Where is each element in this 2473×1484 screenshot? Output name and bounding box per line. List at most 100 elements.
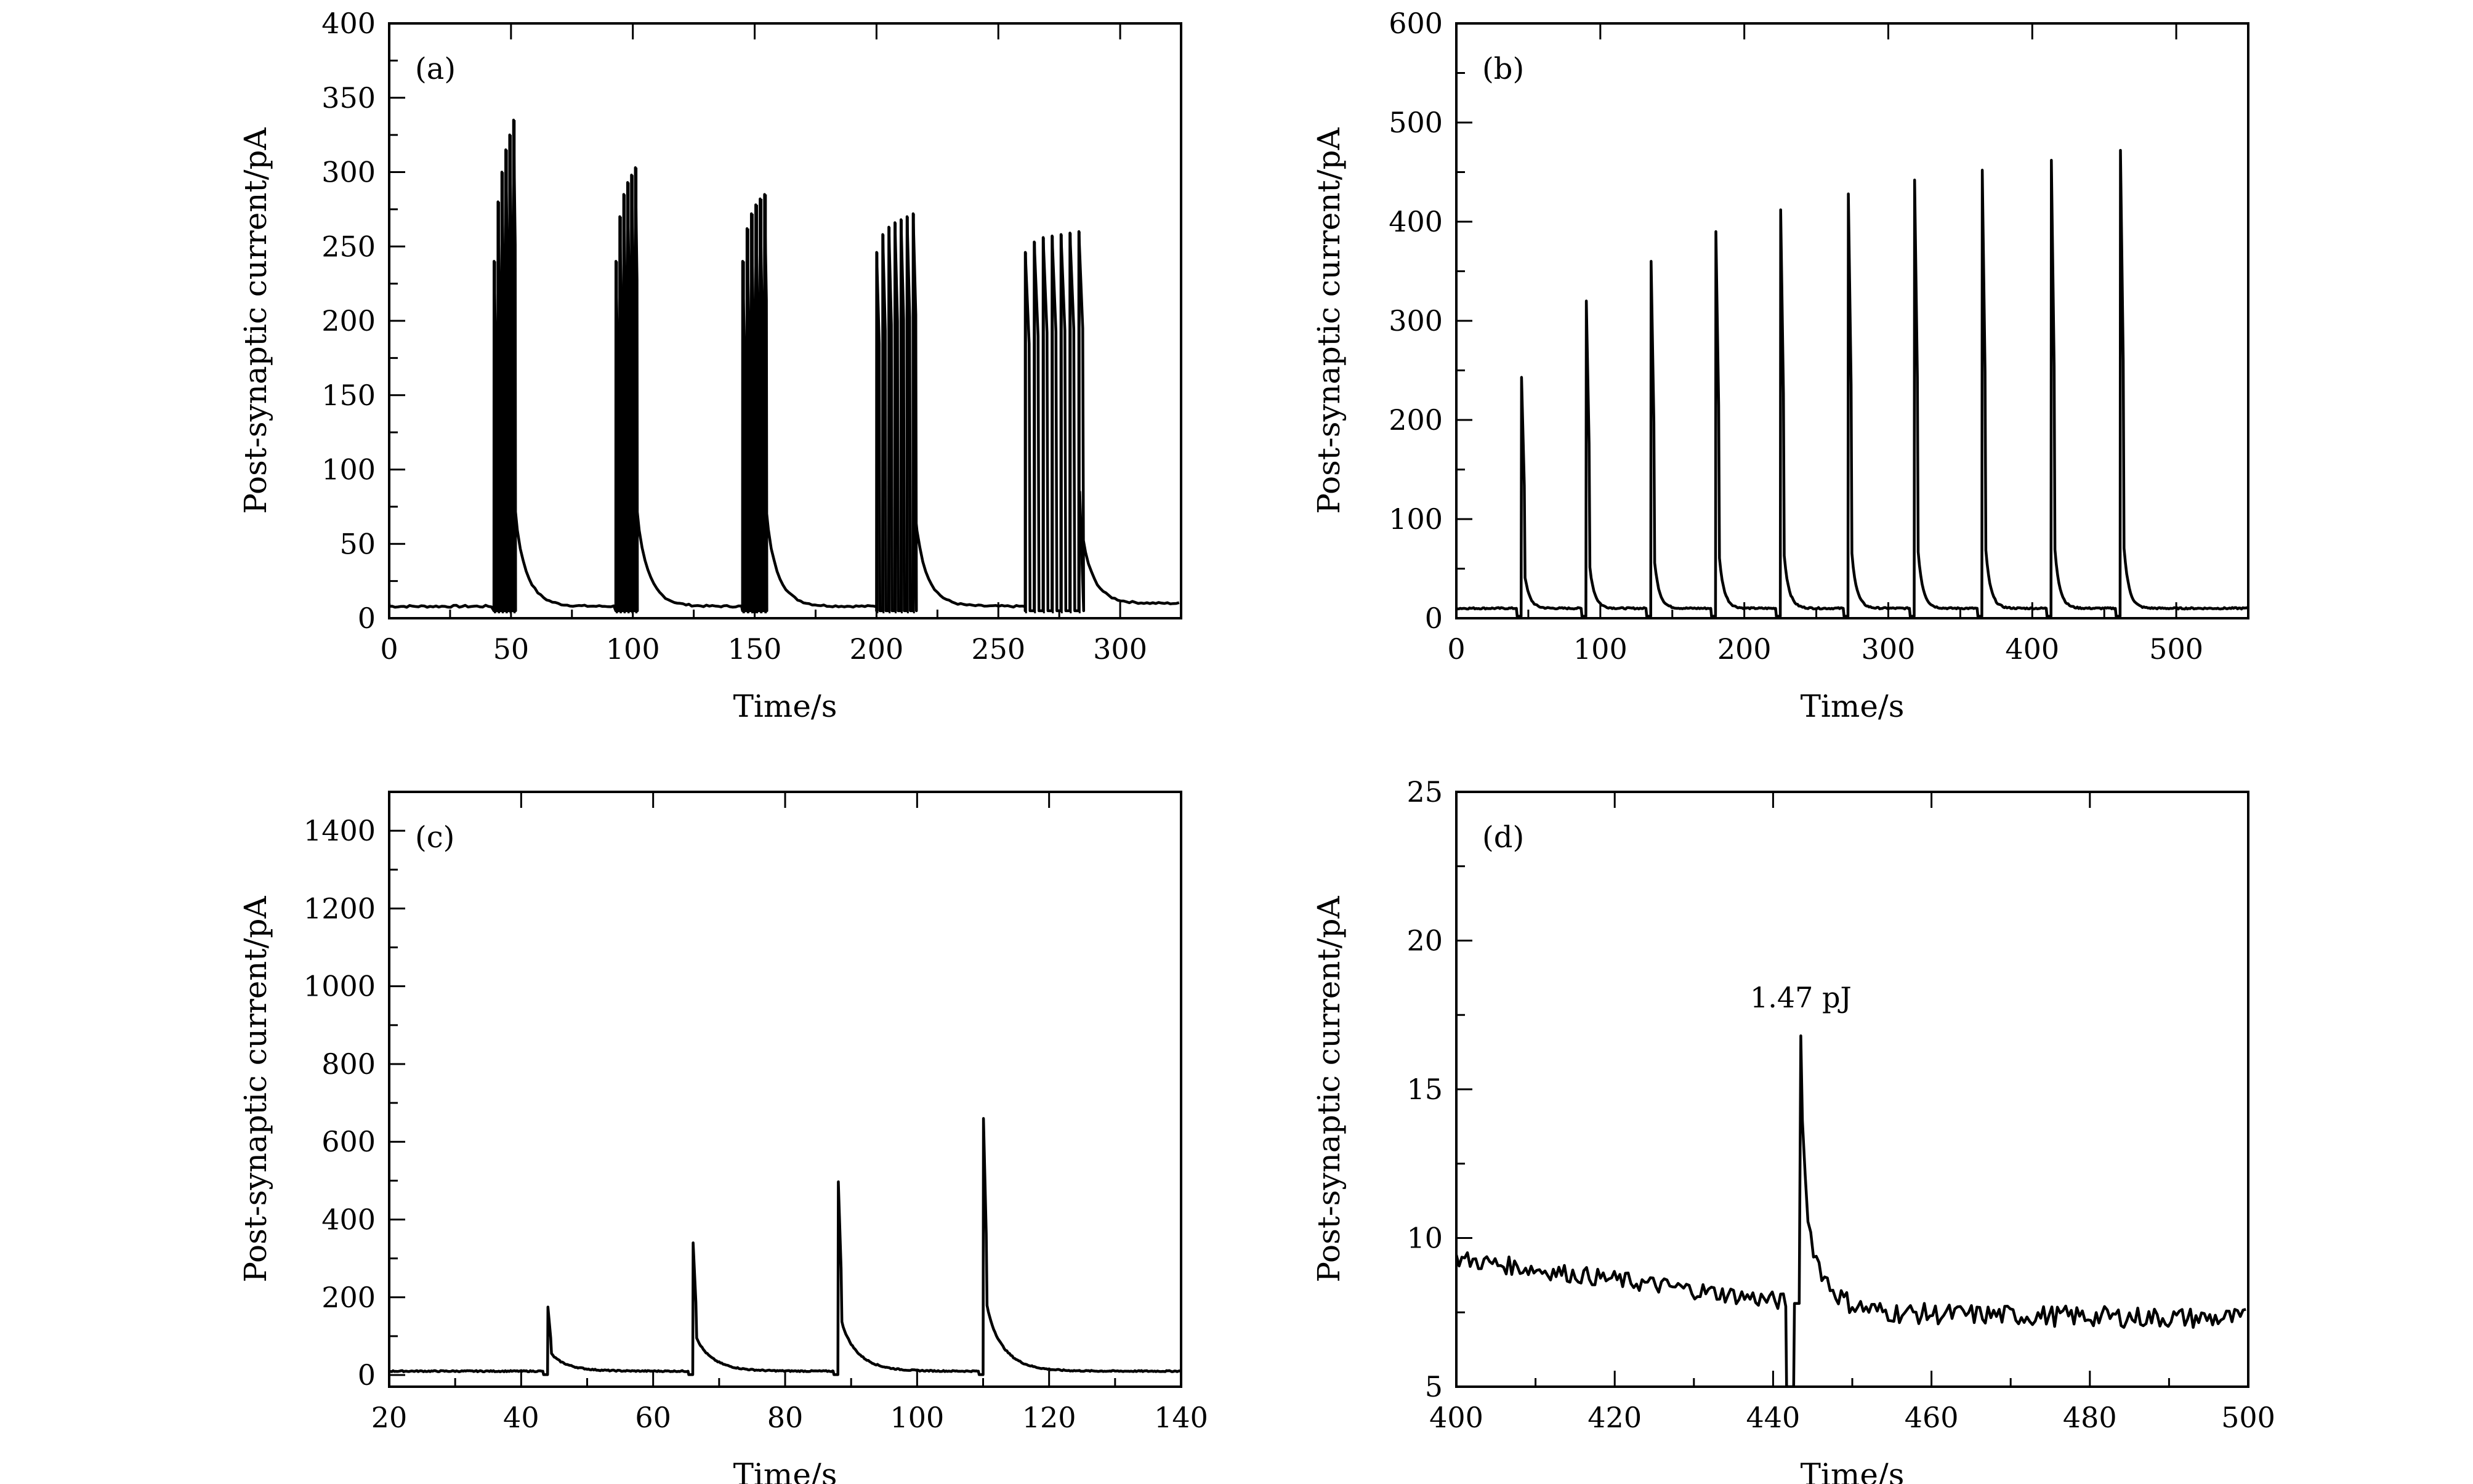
x-tick-label: 200 xyxy=(1717,632,1772,666)
y-tick-label: 800 xyxy=(321,1047,376,1081)
x-tick-label: 100 xyxy=(1573,632,1628,666)
burst-pulse xyxy=(619,216,622,613)
panel-d: 400 420 440 460 480 500 5 10 15 20 25 Time/s Post-sy… xyxy=(1311,775,2275,1484)
burst-pulse xyxy=(764,194,767,614)
panel-c: 20 40 60 80 100 120 14002004006008001000120014… xyxy=(238,791,1208,1484)
x-tick-label: 140 xyxy=(1154,1401,1208,1434)
x-tick-label: 250 xyxy=(971,632,1025,666)
x-tick-label: 100 xyxy=(606,632,660,666)
y-tick-label: 25 xyxy=(1406,775,1443,809)
x-tick-label: 300 xyxy=(1093,632,1147,666)
x-tick-label: 120 xyxy=(1022,1401,1076,1434)
panel-label: (d) xyxy=(1482,820,1524,855)
y-axis-title: Post-synaptic current/pA xyxy=(238,896,273,1283)
y-tick-label: 0 xyxy=(358,602,376,635)
x-axis-title: Time/s xyxy=(733,688,837,724)
x-tick-label: 500 xyxy=(2149,632,2203,666)
burst-pulse xyxy=(506,150,508,613)
burst-pulse xyxy=(513,119,516,614)
y-axis-title: Post-synaptic current/pA xyxy=(1311,127,1347,514)
y-tick-label: 20 xyxy=(1406,924,1443,958)
burst-pulse xyxy=(756,204,759,613)
panel-b: 0 100 200 300 400 500 0 100 200 300 400 500 600 Time/… xyxy=(1311,7,2249,724)
burst-pulse xyxy=(1043,237,1045,613)
y-tick-label: 600 xyxy=(321,1125,376,1158)
y-tick-label: 200 xyxy=(321,304,376,337)
x-tick-label: 60 xyxy=(635,1401,671,1434)
burst-pulse xyxy=(882,234,885,613)
x-tick-label: 0 xyxy=(1447,632,1465,666)
series-line xyxy=(1456,1034,2246,1387)
y-tick-label: 200 xyxy=(1389,403,1443,437)
y-tick-label: 400 xyxy=(321,1203,376,1236)
y-tick-label: 400 xyxy=(321,7,376,40)
burst-pulse xyxy=(501,172,504,613)
burst-pulse xyxy=(615,261,618,613)
y-tick-label: 400 xyxy=(1389,205,1443,238)
burst-pulse xyxy=(623,194,626,614)
data-layer xyxy=(389,118,1180,614)
x-tick-label: 80 xyxy=(767,1401,804,1434)
data-layer xyxy=(389,1117,1181,1376)
burst-pulse xyxy=(913,214,915,613)
x-axis-title: Time/s xyxy=(1801,1457,1905,1484)
burst-pulse xyxy=(906,216,909,613)
x-tick-label: 50 xyxy=(493,632,530,666)
y-tick-label: 0 xyxy=(1425,602,1443,635)
y-tick-label: 300 xyxy=(1389,304,1443,337)
burst-pulse xyxy=(1034,242,1036,613)
data-layer xyxy=(1456,148,2248,618)
panel-label: (a) xyxy=(415,52,456,86)
burst-pulse xyxy=(627,182,630,613)
burst-pulse xyxy=(760,198,763,614)
y-tick-label: 250 xyxy=(321,230,376,263)
x-tick-label: 40 xyxy=(503,1401,539,1434)
burst-pulse xyxy=(509,135,512,613)
burst-pulse xyxy=(631,175,634,614)
panel-label: (c) xyxy=(415,820,454,855)
x-tick-label: 150 xyxy=(728,632,782,666)
x-tick-label: 420 xyxy=(1587,1401,1642,1434)
burst-pulse xyxy=(900,219,903,613)
plot-frame xyxy=(1455,791,2249,1388)
burst-pulse xyxy=(1025,252,1027,613)
x-tick-label: 500 xyxy=(2221,1401,2275,1434)
burst-pulse xyxy=(494,261,496,613)
y-tick-label: 1000 xyxy=(304,970,376,1003)
series-line xyxy=(389,1117,1181,1376)
burst-pulse xyxy=(742,261,745,613)
burst-pulse xyxy=(498,201,500,613)
series-line xyxy=(1456,148,2248,618)
burst-pulse xyxy=(1052,236,1054,614)
x-tick-label: 480 xyxy=(2063,1401,2117,1434)
x-axis-title: Time/s xyxy=(733,1457,837,1484)
x-tick-label: 400 xyxy=(1429,1401,1483,1434)
burst-pulse xyxy=(889,227,891,614)
y-tick-label: 50 xyxy=(339,527,376,560)
y-tick-label: 1200 xyxy=(304,892,376,925)
plot-frame xyxy=(388,791,1182,1388)
y-tick-label: 150 xyxy=(321,379,376,412)
y-axis-title: Post-synaptic current/pA xyxy=(1311,896,1347,1283)
y-tick-label: 100 xyxy=(1389,502,1443,536)
y-tick-label: 10 xyxy=(1406,1222,1443,1255)
burst-pulse xyxy=(746,228,749,613)
data-layer xyxy=(1456,1034,2246,1387)
y-tick-label: 5 xyxy=(1425,1370,1443,1403)
y-tick-label: 1400 xyxy=(304,814,376,847)
x-axis-title: Time/s xyxy=(1801,688,1905,724)
x-tick-label: 0 xyxy=(380,632,398,666)
y-tick-label: 100 xyxy=(321,453,376,486)
panel-label: (b) xyxy=(1482,52,1524,86)
x-tick-label: 200 xyxy=(849,632,903,666)
x-tick-label: 300 xyxy=(1862,632,1916,666)
burst-pulse xyxy=(1070,233,1072,613)
burst-pulse xyxy=(751,214,754,613)
x-tick-label: 100 xyxy=(890,1401,944,1434)
x-tick-label: 20 xyxy=(371,1401,408,1434)
panel-a: 0 50 100 150 200 250 300 0 50 100 150 200 250 300 350 4… xyxy=(238,7,1182,724)
burst-pulse xyxy=(1078,232,1081,614)
y-tick-label: 500 xyxy=(1389,106,1443,139)
y-axis-title: Post-synaptic current/pA xyxy=(238,127,273,514)
